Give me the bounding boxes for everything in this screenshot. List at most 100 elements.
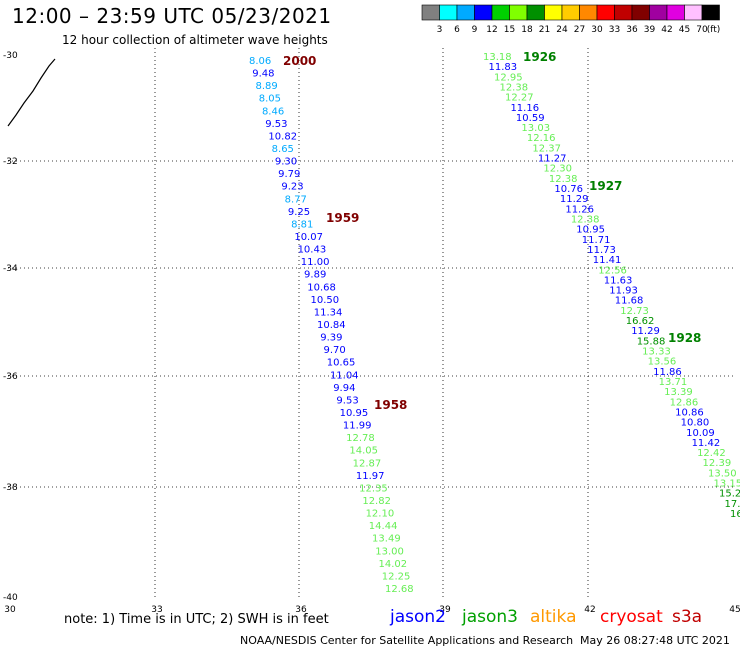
legend-label: 24: [556, 25, 568, 35]
east-track-swh-label: 12.56: [598, 265, 627, 276]
west-track-swh-label: 10.95: [340, 408, 369, 419]
east-track-swh-label: 13.18: [483, 52, 512, 63]
east-track-swh-label: 13.33: [642, 347, 671, 358]
west-track-swh-label: 13.49: [372, 534, 401, 545]
x-tick-label: 33: [151, 605, 162, 615]
y-tick-label: -34: [3, 264, 18, 274]
west-track-swh-label: 10.43: [298, 245, 327, 256]
west-track-swh-label: 12.87: [353, 458, 382, 469]
west-track-swh-label: 9.48: [252, 69, 274, 80]
east-track-swh-label: 13.71: [659, 377, 688, 388]
west-track-swh-label: 11.00: [301, 257, 330, 268]
satellite-s3a: s3a: [672, 607, 703, 627]
east-track-swh-label: 11.71: [582, 235, 611, 246]
x-tick-label: 30: [4, 605, 16, 615]
west-track-swh-label: 9.39: [320, 333, 342, 344]
legend-swatch: [701, 4, 720, 21]
legend-label: 9: [472, 25, 478, 35]
west-track-swh-label: 12.78: [346, 433, 375, 444]
west-track-swh-label: 10.82: [268, 131, 297, 142]
west-track-swh-label: 8.06: [249, 56, 271, 67]
legend-label: 36: [626, 25, 638, 35]
legend-label: 6: [454, 25, 460, 35]
note-text: note: 1) Time is in UTC; 2) SWH is in fe…: [64, 612, 329, 627]
east-track-swh-label: 11.83: [488, 62, 517, 73]
legend-label: 30: [591, 25, 603, 35]
legend-unit: (ft): [707, 25, 721, 35]
x-tick-label: 45: [729, 605, 740, 615]
east-track-swh-label: 13.15: [714, 479, 740, 490]
east-track-swh-label: 11.73: [587, 245, 616, 256]
legend-swatch: [439, 4, 458, 21]
west-track-swh-label: 9.79: [278, 169, 300, 180]
legend-swatch: [666, 4, 685, 21]
x-tick-label: 36: [295, 605, 307, 615]
coastline: [7, 58, 56, 127]
legend-swatch: [509, 4, 528, 21]
west-track-swh-label: 9.70: [323, 345, 345, 356]
east-track-swh-label: 11.27: [538, 154, 567, 165]
legend-label: 3: [437, 25, 443, 35]
east-track-swh-label: 17.: [725, 499, 740, 510]
east-track-swh-label: 16.62: [626, 316, 655, 327]
west-track-swh-label: 13.00: [375, 546, 404, 557]
legend-swatch: [421, 4, 440, 21]
east-track-swh-label: 13.50: [708, 468, 737, 479]
west-track-time: 1958: [374, 398, 407, 412]
east-track-swh-label: 10.59: [516, 113, 545, 124]
east-track-swh-label: 12.73: [620, 306, 649, 317]
east-track-swh-label: 11.93: [609, 286, 638, 297]
legend-label: 42: [661, 25, 672, 35]
y-tick-label: -40: [3, 593, 18, 603]
x-tick-label: 39: [439, 605, 451, 615]
satellite-altika: altika: [530, 607, 577, 627]
west-track-swh-label: 11.99: [343, 421, 372, 432]
east-track-swh-label: 12.38: [499, 82, 528, 93]
east-track-swh-label: 10.95: [576, 225, 605, 236]
legend-label: 12: [486, 25, 497, 35]
west-track-swh-label: 10.50: [311, 295, 340, 306]
east-track-swh-label: 12.16: [527, 133, 556, 144]
legend-label: 27: [574, 25, 585, 35]
east-track-time: 1927: [589, 179, 622, 193]
satellite-cryosat: cryosat: [600, 607, 663, 627]
east-track-swh-label: 11.68: [615, 296, 644, 307]
east-track-swh-label: 10.80: [681, 418, 710, 429]
map-subtitle: 12 hour collection of altimeter wave hei…: [62, 33, 328, 47]
east-track-swh-label: 12.86: [670, 397, 699, 408]
west-track-swh-label: 14.05: [349, 446, 378, 457]
legend-swatch: [544, 4, 563, 21]
legend-label: 33: [609, 25, 620, 35]
west-track-swh-label: 12.35: [359, 483, 388, 494]
legend-swatch: [649, 4, 668, 21]
legend-label: 18: [521, 25, 533, 35]
legend-swatch: [614, 4, 633, 21]
west-track-swh-label: 8.89: [255, 81, 277, 92]
west-track-swh-label: 12.68: [385, 584, 414, 595]
west-track-swh-label: 8.05: [259, 94, 281, 105]
west-track-swh-label: 10.68: [307, 282, 336, 293]
west-track-swh-label: 8.46: [262, 106, 284, 117]
legend-swatch: [631, 4, 650, 21]
east-track-swh-label: 11.42: [692, 438, 721, 449]
west-track-swh-label: 14.44: [369, 521, 398, 532]
generated-time: May 26 08:27:48 UTC 2021: [580, 634, 730, 647]
legend-label: 21: [539, 25, 550, 35]
west-track-swh-label: 11.34: [314, 307, 343, 318]
west-track-swh-label: 10.07: [294, 232, 323, 243]
legend-swatch: [491, 4, 510, 21]
east-track-swh-label: 12.30: [543, 164, 572, 175]
legend-label: 15: [504, 25, 515, 35]
legend-swatch: [596, 4, 615, 21]
east-track-swh-label: 11.41: [593, 255, 622, 266]
east-track-swh-label: 11.16: [510, 103, 539, 114]
west-track-swh-label: 10.84: [317, 320, 346, 331]
satellite-jason3: jason3: [462, 607, 518, 627]
east-track-swh-label: 12.38: [549, 174, 578, 185]
west-track-swh-label: 9.89: [304, 270, 326, 281]
west-track-swh-label: 9.53: [265, 119, 287, 130]
west-track-swh-label: 12.25: [382, 571, 411, 582]
legend-label: 39: [644, 25, 656, 35]
west-track-time: 2000: [283, 54, 316, 68]
east-track-swh-label: 11.86: [653, 367, 682, 378]
